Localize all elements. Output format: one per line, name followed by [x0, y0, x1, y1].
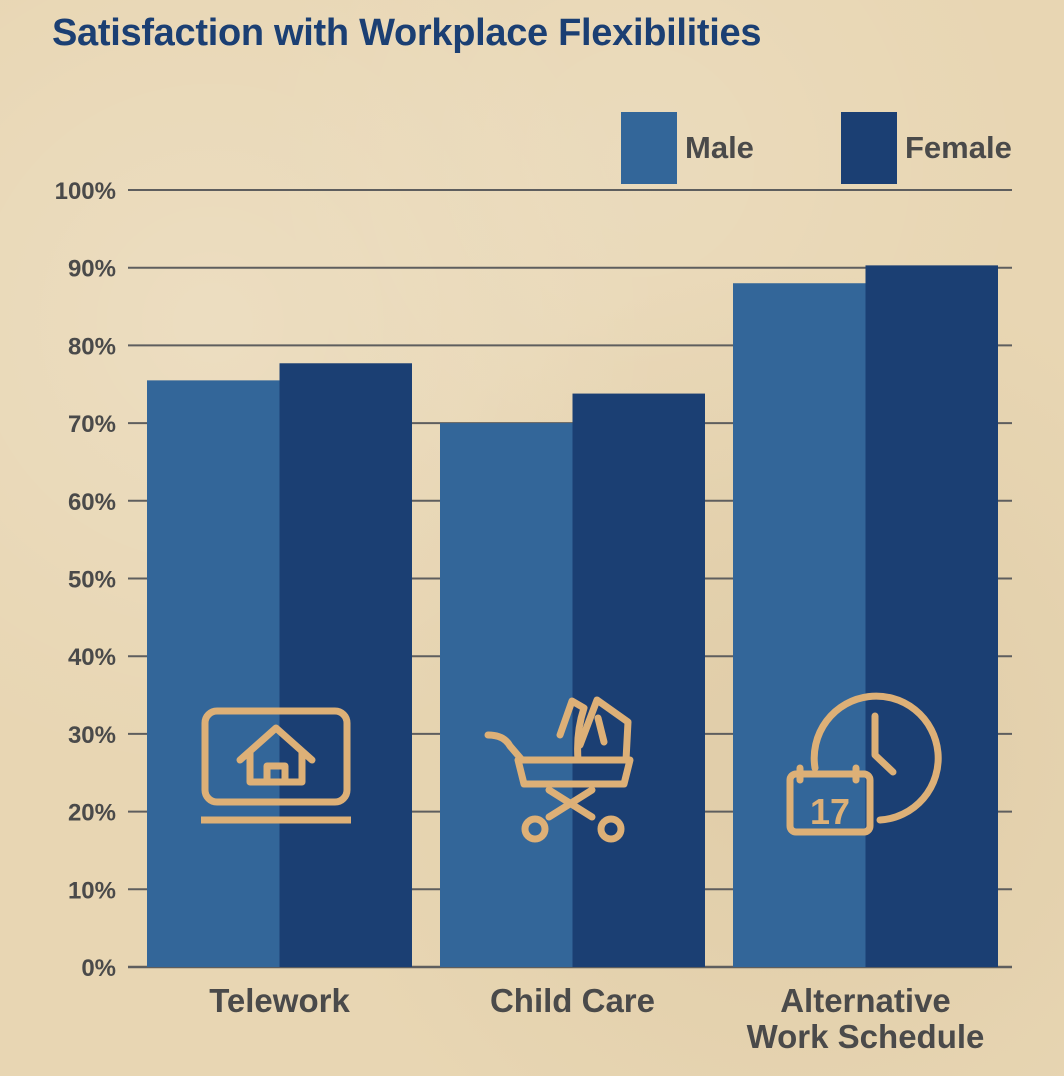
x-tick-label: Child Care [490, 982, 655, 1019]
y-tick-label: 50% [68, 567, 116, 594]
laptop-home-icon [201, 707, 351, 824]
chart-title: Satisfaction with Workplace Flexibilitie… [52, 12, 762, 54]
y-tick-label: 40% [68, 644, 116, 671]
y-tick-label: 100% [55, 178, 116, 205]
calendar-clock-icon: 17 [786, 692, 942, 836]
y-tick-label: 0% [81, 955, 116, 982]
y-tick-label: 10% [68, 877, 116, 904]
bar-male-3 [733, 283, 866, 967]
x-tick-label: Alternative [780, 982, 951, 1019]
bar-female-2 [572, 393, 705, 968]
y-tick-label: 70% [68, 411, 116, 438]
legend: Male Female [621, 112, 1012, 184]
legend-swatch-female [841, 112, 897, 184]
category-icons: 17 [201, 692, 942, 843]
legend-swatch-male [621, 112, 677, 184]
y-tick-label: 90% [68, 256, 116, 283]
x-tick-label: Telework [209, 982, 350, 1019]
x-tick-label: Work Schedule [747, 1018, 985, 1055]
y-axis-ticks: 0% 10% 20% 30% 40% 50% 60% 70% 80% 90% 100% [55, 178, 116, 982]
y-tick-label: 60% [68, 489, 116, 516]
bar-male-2 [440, 423, 573, 968]
bar-male-1 [147, 380, 280, 967]
y-tick-label: 20% [68, 800, 116, 827]
bars [147, 265, 998, 968]
calendar-date-glyph: 17 [810, 791, 850, 832]
y-tick-label: 30% [68, 722, 116, 749]
bar-female-1 [279, 363, 412, 967]
legend-label-male: Male [685, 130, 754, 165]
y-tick-label: 80% [68, 333, 116, 360]
bar-female-3 [865, 265, 998, 967]
baby-stroller-icon [484, 696, 634, 843]
legend-label-female: Female [905, 130, 1012, 165]
